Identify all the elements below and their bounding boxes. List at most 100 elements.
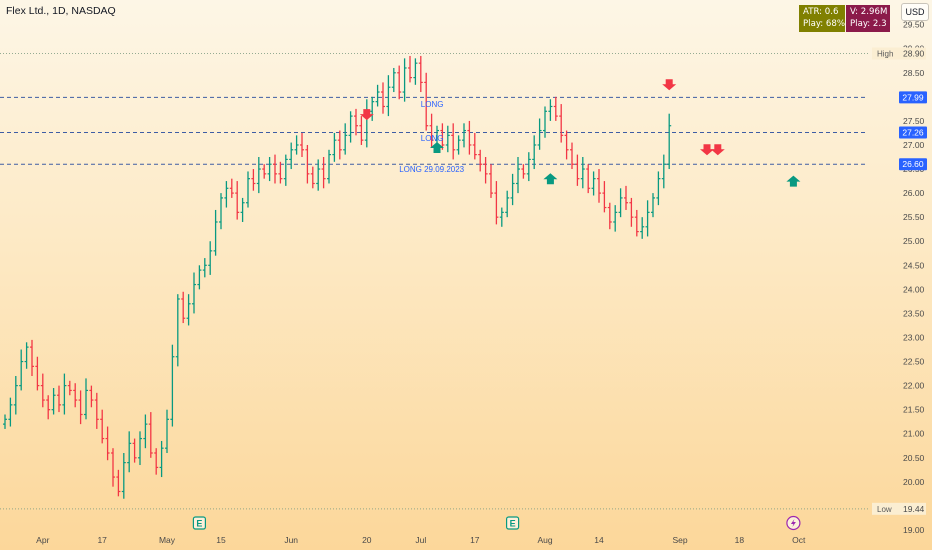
- price-bars: [3, 55, 672, 499]
- y-tick-label: 26.00: [903, 188, 925, 198]
- ohlc-bar: [321, 157, 326, 189]
- ohlc-bar: [289, 142, 294, 170]
- signal-label: LONG: [421, 100, 444, 109]
- ohlc-bar: [3, 414, 7, 429]
- buy-signal-arrow: [543, 173, 558, 185]
- price-axis[interactable]: 19.0019.5020.0020.5021.0021.5022.0022.50…: [872, 20, 927, 535]
- ohlc-bar: [548, 99, 553, 121]
- ohlc-bar: [127, 431, 132, 473]
- ohlc-bar: [132, 438, 137, 463]
- ohlc-bar: [451, 123, 456, 160]
- ohlc-bar: [278, 161, 283, 184]
- x-tick-label: 15: [216, 535, 226, 545]
- ohlc-bar: [543, 106, 547, 138]
- ohlc-bar: [256, 157, 261, 194]
- ohlc-bar: [121, 452, 126, 499]
- x-tick-label: 17: [97, 535, 107, 545]
- ohlc-bar: [472, 132, 477, 160]
- ohlc-bar: [8, 397, 13, 427]
- ohlc-bar: [208, 241, 213, 275]
- signal-labels: LONG LONG LONG 29.09.2023: [399, 100, 464, 174]
- ohlc-bar: [370, 96, 375, 121]
- ohlc-bar: [186, 294, 191, 326]
- level-tag: Low: [877, 505, 892, 514]
- ohlc-bar: [94, 392, 99, 429]
- x-tick-label: Jul: [415, 535, 426, 545]
- y-tick-label: 22.50: [903, 357, 925, 367]
- x-tick-label: Aug: [537, 535, 552, 545]
- ohlc-bar: [267, 157, 272, 182]
- ohlc-bar: [445, 125, 450, 153]
- time-axis[interactable]: Apr 17 May 15 Jun 20 Jul 17 Aug 14 Sep 18 Oct: [36, 535, 806, 545]
- x-tick-label: May: [159, 535, 176, 545]
- ohlc-bar: [159, 440, 164, 478]
- ohlc-bar: [494, 181, 499, 225]
- earnings-icon: [506, 516, 520, 530]
- sell-signal-arrow: [359, 109, 374, 121]
- ohlc-bar: [375, 84, 380, 107]
- ohlc-bar: [462, 123, 466, 148]
- atr-value: ATR: 0.6: [803, 7, 839, 17]
- ohlc-bar: [262, 164, 267, 179]
- ohlc-bar: [386, 75, 391, 117]
- ohlc-bar: [575, 154, 580, 186]
- ohlc-bar: [526, 152, 531, 182]
- level-price-label: 27.99: [902, 92, 924, 102]
- ohlc-bar: [235, 181, 240, 220]
- ohlc-bar: [408, 55, 412, 83]
- volume-value: V: 2.96M: [850, 7, 888, 17]
- ohlc-bar: [105, 426, 110, 461]
- signal-label: LONG 29.09.2023: [399, 165, 464, 174]
- ohlc-bar: [89, 385, 94, 408]
- x-tick-label: 20: [362, 535, 372, 545]
- ohlc-bar: [224, 181, 229, 208]
- x-tick-label: 17: [470, 535, 480, 545]
- ohlc-bar: [219, 193, 223, 230]
- ohlc-bar: [24, 342, 29, 369]
- x-tick-label: Jun: [284, 535, 298, 545]
- x-tick-label: 18: [735, 535, 745, 545]
- ohlc-bar: [348, 111, 353, 143]
- ohlc-bar: [397, 65, 402, 100]
- ohlc-bar: [138, 431, 142, 466]
- ohlc-bar: [580, 157, 585, 189]
- ohlc-bar: [629, 197, 634, 227]
- level-lines: [0, 53, 868, 510]
- sell-signal-arrow: [710, 144, 725, 156]
- y-tick-label: 27.50: [903, 116, 925, 126]
- y-tick-label: 24.00: [903, 284, 925, 294]
- level-price-label: 26.60: [902, 159, 924, 169]
- ohlc-bar: [202, 258, 207, 278]
- level-price-tag: [899, 91, 927, 104]
- y-tick-label: 24.50: [903, 260, 925, 270]
- ohlc-bar: [510, 173, 515, 206]
- ohlc-bar: [305, 144, 310, 184]
- ohlc-bar: [229, 178, 234, 198]
- ohlc-bar: [364, 99, 369, 148]
- level-price-tag: [899, 126, 927, 139]
- ohlc-bar: [418, 55, 423, 93]
- ohlc-bar: [424, 72, 429, 131]
- y-tick-label: 23.50: [903, 308, 925, 318]
- signal-arrows: [359, 79, 801, 187]
- x-tick-label: 14: [594, 535, 604, 545]
- ohlc-bar: [505, 190, 510, 218]
- y-tick-label: 20.00: [903, 477, 925, 487]
- level-label-bg: [872, 502, 926, 515]
- y-tick-label: 21.50: [903, 405, 925, 415]
- y-tick-label: 25.00: [903, 236, 925, 246]
- currency-button[interactable]: USD: [901, 3, 929, 21]
- ohlc-bar: [100, 409, 105, 444]
- ohlc-bar: [467, 120, 472, 155]
- ohlc-bar: [553, 96, 558, 121]
- atr-info-box: ATR: 0.6 Play: 68%: [799, 5, 845, 32]
- ohlc-bar: [327, 149, 331, 184]
- ohlc-bar: [246, 171, 250, 208]
- ohlc-bar: [46, 395, 51, 420]
- ohlc-bar: [634, 209, 639, 237]
- ohlc-bar: [343, 123, 348, 155]
- buy-signal-arrow: [786, 175, 801, 187]
- ohlc-bar: [294, 135, 299, 155]
- ohlc-bar: [478, 149, 483, 172]
